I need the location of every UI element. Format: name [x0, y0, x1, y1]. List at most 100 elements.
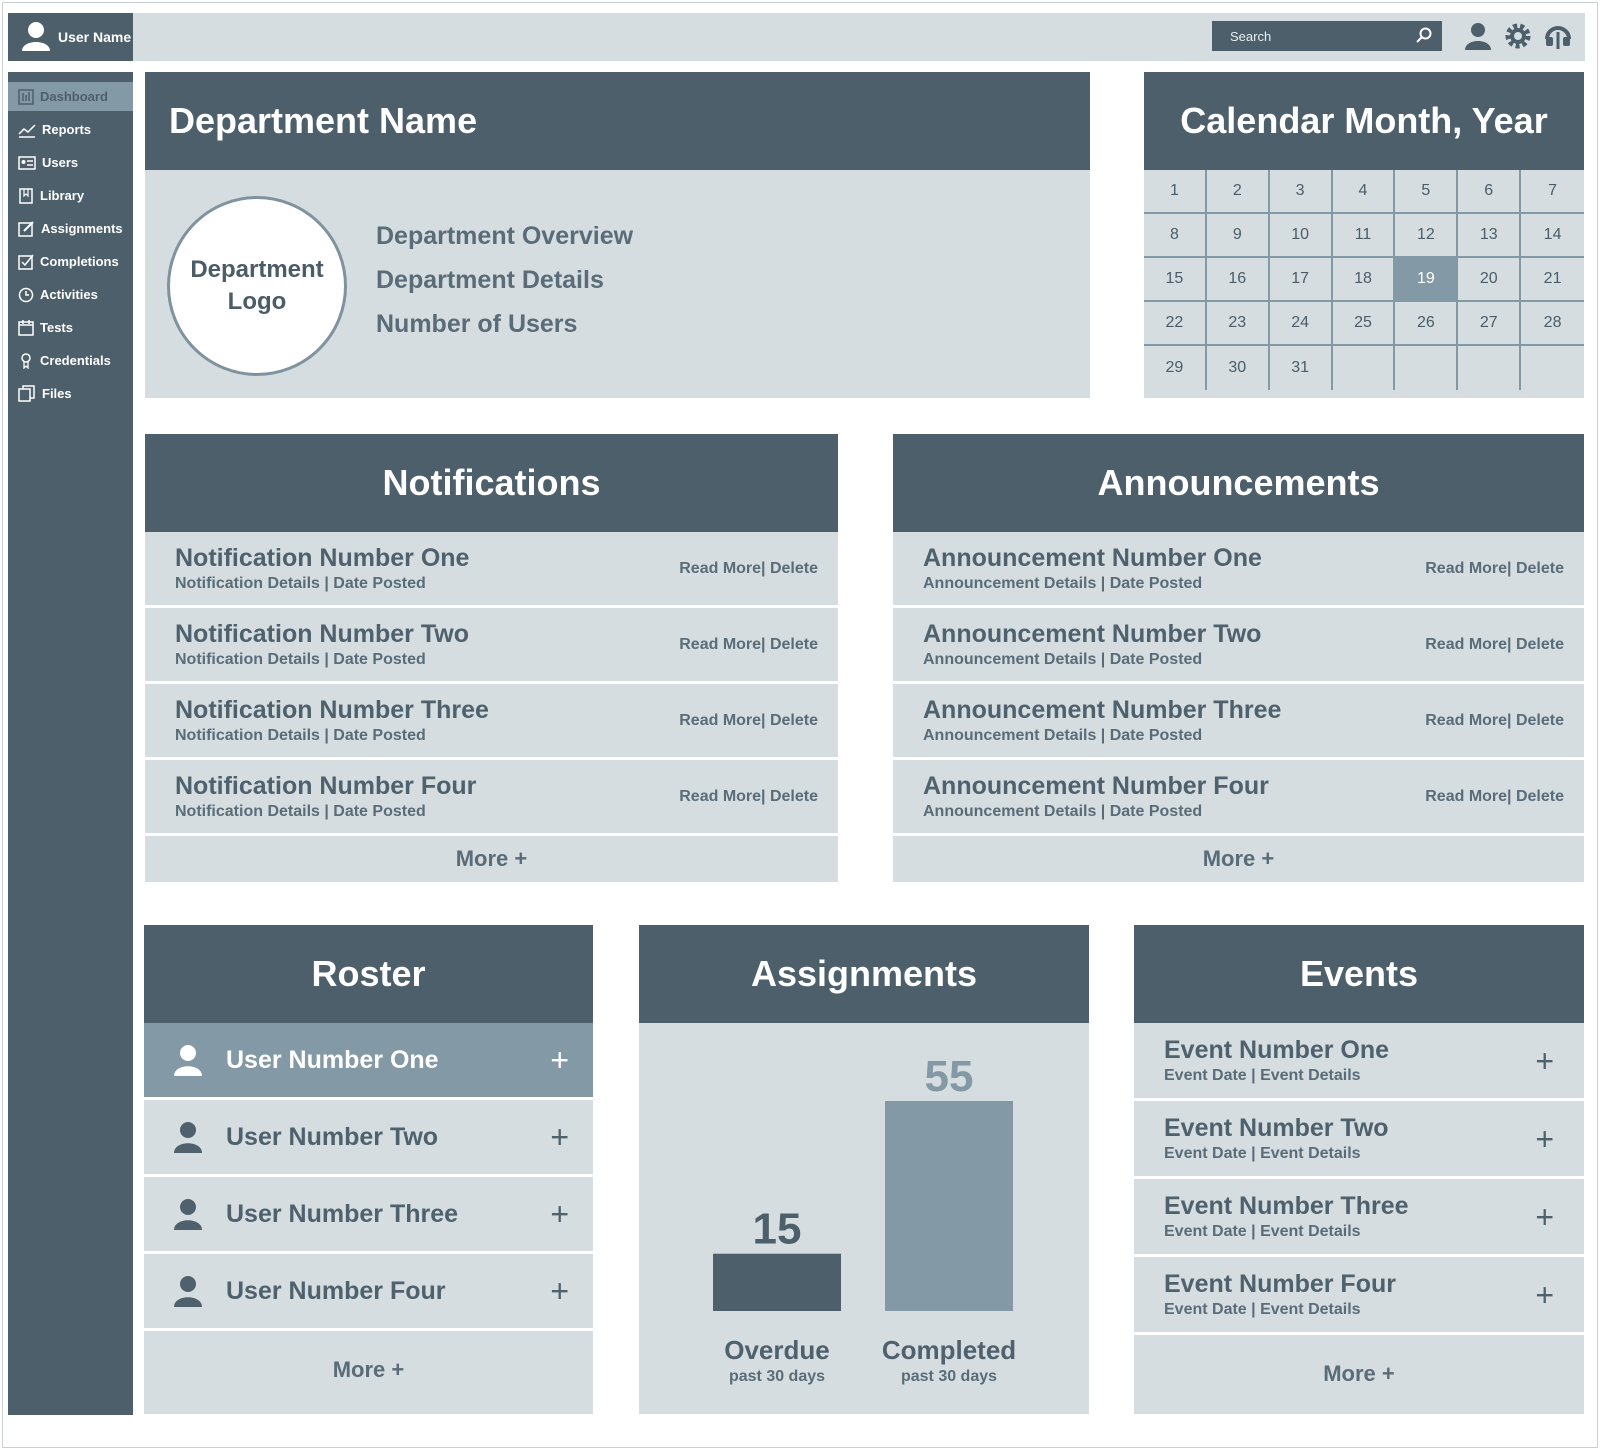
event-title[interactable]: Event Number Three [1164, 1192, 1409, 1220]
roster-row[interactable]: User Number Two + [144, 1100, 593, 1177]
calendar-day[interactable]: 24 [1269, 302, 1333, 346]
sidebar-item-tests[interactable]: Tests [8, 313, 133, 342]
search-box[interactable] [1212, 21, 1442, 51]
calendar-day[interactable]: 23 [1206, 302, 1270, 346]
gear-icon[interactable] [1503, 21, 1533, 51]
calendar-day[interactable]: 22 [1144, 302, 1207, 346]
notification-subtitle: Notification Details | Date Posted [175, 651, 426, 668]
notification-title[interactable]: Notification Number Four [175, 772, 477, 800]
sidebar-item-credentials[interactable]: Credentials [8, 346, 133, 375]
add-user-button[interactable]: + [550, 1196, 569, 1232]
sidebar-item-activities[interactable]: Activities [8, 280, 133, 309]
roster-row[interactable]: User Number Three + [144, 1177, 593, 1254]
department-user-count[interactable]: Number of Users [376, 310, 578, 338]
calendar-day[interactable]: 31 [1270, 346, 1333, 390]
delete-link[interactable]: Delete [1511, 559, 1564, 577]
sidebar-item-completions[interactable]: Completions [8, 247, 133, 276]
calendar-day[interactable]: 16 [1206, 258, 1270, 302]
read-more-link[interactable]: Read More| [1425, 787, 1512, 805]
delete-link[interactable]: Delete [1511, 787, 1564, 805]
calendar-day[interactable]: 12 [1395, 214, 1459, 258]
event-title[interactable]: Event Number One [1164, 1036, 1390, 1064]
calendar-day[interactable]: 27 [1458, 302, 1522, 346]
add-user-button[interactable]: + [550, 1273, 569, 1309]
read-more-link[interactable]: Read More| [679, 711, 766, 729]
calendar-day[interactable]: 5 [1395, 170, 1459, 214]
completed-bar[interactable] [885, 1101, 1013, 1311]
sidebar-item-files[interactable]: Files [8, 379, 133, 408]
calendar-day[interactable]: 29 [1144, 346, 1207, 390]
calendar-day[interactable]: 11 [1332, 214, 1396, 258]
read-more-link[interactable]: Read More| [679, 787, 766, 805]
event-title[interactable]: Event Number Four [1164, 1270, 1396, 1298]
department-details[interactable]: Department Details [376, 266, 604, 294]
calendar-day[interactable]: 18 [1332, 258, 1396, 302]
delete-link[interactable]: Delete [765, 559, 818, 577]
calendar-day[interactable]: 15 [1144, 258, 1207, 302]
search-input[interactable] [1230, 28, 1400, 44]
delete-link[interactable]: Delete [765, 787, 818, 805]
read-more-link[interactable]: Read More| [1425, 711, 1512, 729]
user-icon[interactable] [1463, 21, 1493, 51]
read-more-link[interactable]: Read More| [1425, 635, 1512, 653]
sidebar-item-dashboard[interactable]: Dashboard [8, 82, 133, 111]
sidebar-item-reports[interactable]: Reports [8, 115, 133, 144]
notification-title[interactable]: Notification Number One [175, 544, 470, 572]
announcement-title[interactable]: Announcement Number Two [923, 620, 1262, 648]
calendar-day[interactable]: 19 [1395, 258, 1459, 302]
department-overview[interactable]: Department Overview [376, 222, 634, 250]
add-event-button[interactable]: + [1535, 1198, 1554, 1235]
calendar-day[interactable]: 3 [1269, 170, 1333, 214]
sidebar-item-library[interactable]: Library [8, 181, 133, 210]
roster-row[interactable]: User Number One + [144, 1023, 593, 1100]
calendar-day[interactable]: 2 [1206, 170, 1270, 214]
notifications-more-button[interactable]: More + [455, 846, 528, 871]
calendar-day[interactable]: 17 [1269, 258, 1333, 302]
event-title[interactable]: Event Number Two [1164, 1114, 1389, 1142]
roster-more-button[interactable]: More + [332, 1356, 405, 1382]
announcements-more-button[interactable]: More + [1202, 846, 1275, 871]
add-user-button[interactable]: + [550, 1042, 569, 1078]
calendar-day[interactable]: 4 [1332, 170, 1396, 214]
notification-title[interactable]: Notification Number Three [175, 696, 489, 724]
notification-title[interactable]: Notification Number Two [175, 620, 469, 648]
calendar-day[interactable]: 10 [1269, 214, 1333, 258]
events-more-button[interactable]: More + [1323, 1360, 1395, 1386]
calendar-day[interactable]: 8 [1144, 214, 1207, 258]
headset-icon[interactable] [1543, 21, 1573, 51]
announcement-title[interactable]: Announcement Number One [923, 544, 1262, 572]
search-icon[interactable] [1416, 27, 1432, 46]
calendar-day[interactable]: 9 [1206, 214, 1270, 258]
calendar-day[interactable]: 30 [1207, 346, 1270, 390]
delete-link[interactable]: Delete [765, 635, 818, 653]
calendar-day[interactable]: 21 [1521, 258, 1584, 302]
delete-link[interactable]: Delete [765, 711, 818, 729]
delete-link[interactable]: Delete [1511, 635, 1564, 653]
add-event-button[interactable]: + [1535, 1276, 1554, 1313]
calendar-day[interactable]: 13 [1458, 214, 1522, 258]
add-user-button[interactable]: + [550, 1119, 569, 1155]
read-more-link[interactable]: Read More| [679, 635, 766, 653]
calendar-day[interactable]: 6 [1458, 170, 1522, 214]
calendar-day[interactable]: 25 [1332, 302, 1396, 346]
announcement-title[interactable]: Announcement Number Three [923, 696, 1282, 724]
announcement-title[interactable]: Announcement Number Four [923, 772, 1269, 800]
calendar-day[interactable]: 28 [1521, 302, 1584, 346]
add-event-button[interactable]: + [1535, 1120, 1554, 1157]
calendar-day[interactable]: 26 [1395, 302, 1459, 346]
calendar-day[interactable]: 14 [1521, 214, 1584, 258]
event-subtitle: Event Date | Event Details [1164, 1223, 1361, 1240]
calendar-day[interactable]: 1 [1144, 170, 1207, 214]
roster-row[interactable]: User Number Four + [144, 1254, 593, 1331]
sidebar-item-assignments[interactable]: Assignments [8, 214, 133, 243]
delete-link[interactable]: Delete [1511, 711, 1564, 729]
calendar-day[interactable]: 7 [1521, 170, 1584, 214]
read-more-link[interactable]: Read More| [679, 559, 766, 577]
add-event-button[interactable]: + [1535, 1042, 1554, 1079]
overdue-bar[interactable] [713, 1253, 841, 1311]
event-item: Event Number Four Event Date | Event Deta… [1134, 1257, 1584, 1335]
calendar-day[interactable]: 20 [1458, 258, 1522, 302]
sidebar-item-users[interactable]: Users [8, 148, 133, 177]
read-more-link[interactable]: Read More| [1425, 559, 1512, 577]
user-profile[interactable]: User Name [8, 13, 133, 61]
